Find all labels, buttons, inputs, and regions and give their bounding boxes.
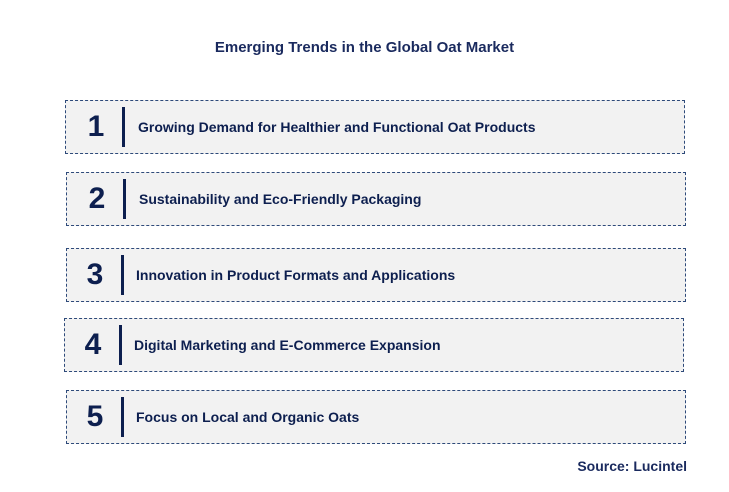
trend-number-5: 5: [86, 400, 104, 433]
trend-number-4: 4: [84, 328, 102, 361]
trend-item-4: 4 Digital Marketing and E-Commerce Expan…: [64, 318, 684, 372]
trend-label-5: Focus on Local and Organic Oats: [136, 409, 360, 425]
trend-divider-1: [122, 107, 125, 147]
trend-item-3: 3 Innovation in Product Formats and Appl…: [66, 248, 686, 302]
trend-label-2: Sustainability and Eco-Friendly Packagin…: [139, 191, 422, 207]
trend-item-5: 5 Focus on Local and Organic Oats: [66, 390, 686, 444]
diagram-title: Emerging Trends in the Global Oat Market: [214, 39, 515, 56]
trend-item-2: 2 Sustainability and Eco-Friendly Packag…: [66, 172, 686, 226]
trend-number-1: 1: [87, 110, 105, 143]
trend-label-3: Innovation in Product Formats and Applic…: [136, 267, 456, 283]
trend-divider-3: [121, 255, 124, 295]
trend-number-3: 3: [86, 258, 104, 291]
source-credit: Source: Lucintel: [577, 458, 687, 474]
trend-item-1: 1 Growing Demand for Healthier and Funct…: [65, 100, 685, 154]
trend-divider-4: [119, 325, 122, 365]
trend-divider-5: [121, 397, 124, 437]
trend-label-1: Growing Demand for Healthier and Functio…: [138, 119, 536, 135]
trend-number-2: 2: [88, 182, 106, 215]
trend-divider-2: [123, 179, 126, 219]
trend-label-4: Digital Marketing and E-Commerce Expansi…: [134, 337, 441, 353]
